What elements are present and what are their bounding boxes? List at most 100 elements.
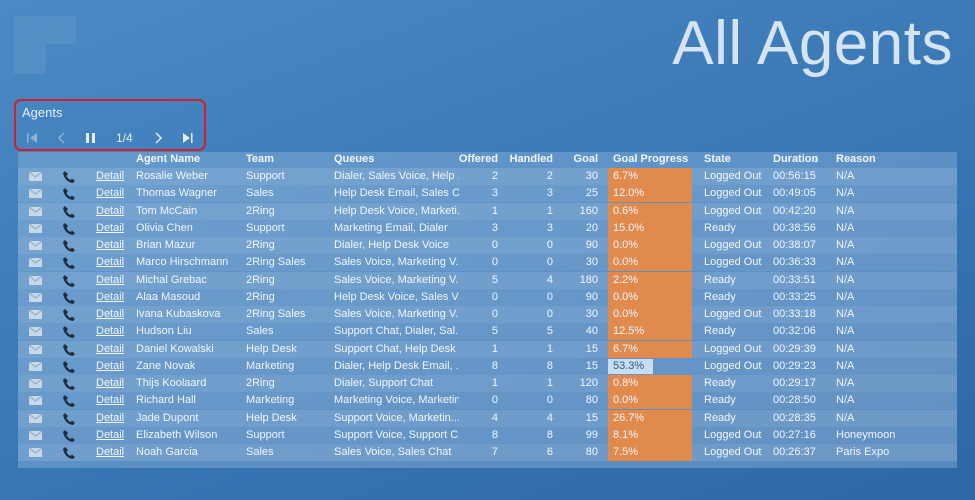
cell: 80 <box>585 446 598 458</box>
column-header[interactable]: Offered <box>458 153 498 165</box>
goal-progress-bar <box>608 375 692 392</box>
cell: Sales <box>246 325 274 338</box>
cell: 00:33:51 <box>773 273 816 286</box>
cell: 7 <box>491 446 498 458</box>
phone-icon[interactable] <box>62 239 76 253</box>
column-header[interactable]: State <box>704 153 731 165</box>
prev-page[interactable] <box>57 132 65 144</box>
column-header[interactable]: Duration <box>773 153 819 165</box>
detail-link[interactable]: Detail <box>96 273 125 286</box>
email-icon[interactable] <box>29 361 42 371</box>
detail-link[interactable]: Detail <box>96 394 125 407</box>
email-icon[interactable] <box>29 241 42 250</box>
email-icon[interactable] <box>29 344 42 354</box>
column-header[interactable]: Goal Progress <box>613 153 689 165</box>
detail-link[interactable]: Detail <box>96 256 125 269</box>
cell: Paris Expo <box>836 446 890 458</box>
detail-link[interactable]: Detail <box>96 290 125 303</box>
detail-link[interactable]: Detail <box>96 446 125 458</box>
phone-icon[interactable] <box>62 377 76 391</box>
phone-icon[interactable] <box>62 291 76 305</box>
phone-icon[interactable] <box>62 360 76 374</box>
detail-link[interactable]: Detail <box>96 325 125 338</box>
cell: Ready <box>704 290 736 303</box>
cell: Sales <box>246 446 274 458</box>
detail-link[interactable]: Detail <box>96 239 125 251</box>
agent-row: Detail Ivana Kubaskova 2Ring Sales Sales Vo… <box>18 306 957 323</box>
cell: 00:38:56 <box>773 221 816 234</box>
cell: 180 <box>579 273 598 286</box>
detail-link[interactable]: Detail <box>96 221 125 234</box>
email-icon[interactable] <box>29 172 42 181</box>
detail-link[interactable]: Detail <box>96 428 125 441</box>
email-icon[interactable] <box>29 448 42 457</box>
cell: 00:28:50 <box>773 394 816 407</box>
column-header[interactable]: Goal <box>573 153 598 165</box>
goal-progress: 15.0% <box>613 221 645 234</box>
phone-icon[interactable] <box>62 222 76 236</box>
detail-link[interactable]: Detail <box>96 342 125 355</box>
phone-icon[interactable] <box>62 308 76 322</box>
column-header[interactable]: Reason <box>836 153 876 165</box>
phone-icon[interactable] <box>62 274 76 288</box>
detail-link[interactable]: Detail <box>96 170 125 182</box>
detail-link[interactable]: Detail <box>96 359 125 372</box>
last-page[interactable] <box>183 133 193 143</box>
email-icon[interactable] <box>29 275 42 285</box>
detail-link[interactable]: Detail <box>96 187 125 200</box>
pause[interactable] <box>86 133 95 143</box>
phone-icon[interactable] <box>62 429 76 443</box>
cell: Dialer, Help Desk Voice <box>334 239 449 251</box>
email-icon[interactable] <box>29 258 42 268</box>
email-icon[interactable] <box>29 430 42 440</box>
detail-link[interactable]: Detail <box>96 411 125 424</box>
phone-icon[interactable] <box>62 394 76 408</box>
email-icon[interactable] <box>29 292 42 302</box>
phone-icon[interactable] <box>62 446 76 460</box>
next-page[interactable] <box>155 132 163 144</box>
email-icon[interactable] <box>29 310 42 319</box>
phone-icon[interactable] <box>62 256 76 270</box>
phone-icon[interactable] <box>62 325 76 339</box>
phone-icon[interactable] <box>62 170 76 184</box>
cell: Logged Out <box>704 187 762 200</box>
cell: 40 <box>585 325 598 338</box>
email-icon[interactable] <box>29 223 42 233</box>
page-indicator: 1/4 <box>116 131 133 145</box>
cell: 30 <box>585 170 598 182</box>
pager-controls <box>27 132 193 144</box>
cell: Logged Out <box>704 359 762 372</box>
phone-icon[interactable] <box>62 412 76 426</box>
goal-progress: 0.0% <box>613 256 639 269</box>
email-icon[interactable] <box>29 413 42 423</box>
phone-icon[interactable] <box>62 343 76 357</box>
phone-icon[interactable] <box>62 205 76 219</box>
goal-progress-bar <box>608 237 692 254</box>
email-icon[interactable] <box>29 379 42 388</box>
cell: 1 <box>546 377 553 389</box>
cell: 8 <box>491 428 498 441</box>
email-icon[interactable] <box>29 189 42 199</box>
goal-progress: 26.7% <box>613 411 645 424</box>
column-header[interactable]: Agent Name <box>136 153 201 165</box>
cell: 120 <box>579 377 598 389</box>
cell: Dialer, Support Chat <box>334 377 434 389</box>
cell: Support Voice, Support C... <box>334 428 459 441</box>
detail-link[interactable]: Detail <box>96 204 125 217</box>
cell: Dialer, Help Desk Email, ... <box>334 359 459 372</box>
email-icon[interactable] <box>29 327 42 337</box>
cell: 160 <box>579 204 598 217</box>
column-header[interactable]: Team <box>246 153 274 165</box>
column-header[interactable]: Queues <box>334 153 375 165</box>
phone-icon[interactable] <box>62 187 76 201</box>
detail-link[interactable]: Detail <box>96 308 125 320</box>
email-icon[interactable] <box>29 206 42 216</box>
cell: N/A <box>836 256 855 269</box>
email-icon[interactable] <box>29 396 42 406</box>
detail-link[interactable]: Detail <box>96 377 125 389</box>
first-page[interactable] <box>27 133 37 143</box>
column-header[interactable]: Handled <box>509 153 553 165</box>
cell: Logged Out <box>704 308 762 320</box>
cell: Support <box>246 221 285 234</box>
